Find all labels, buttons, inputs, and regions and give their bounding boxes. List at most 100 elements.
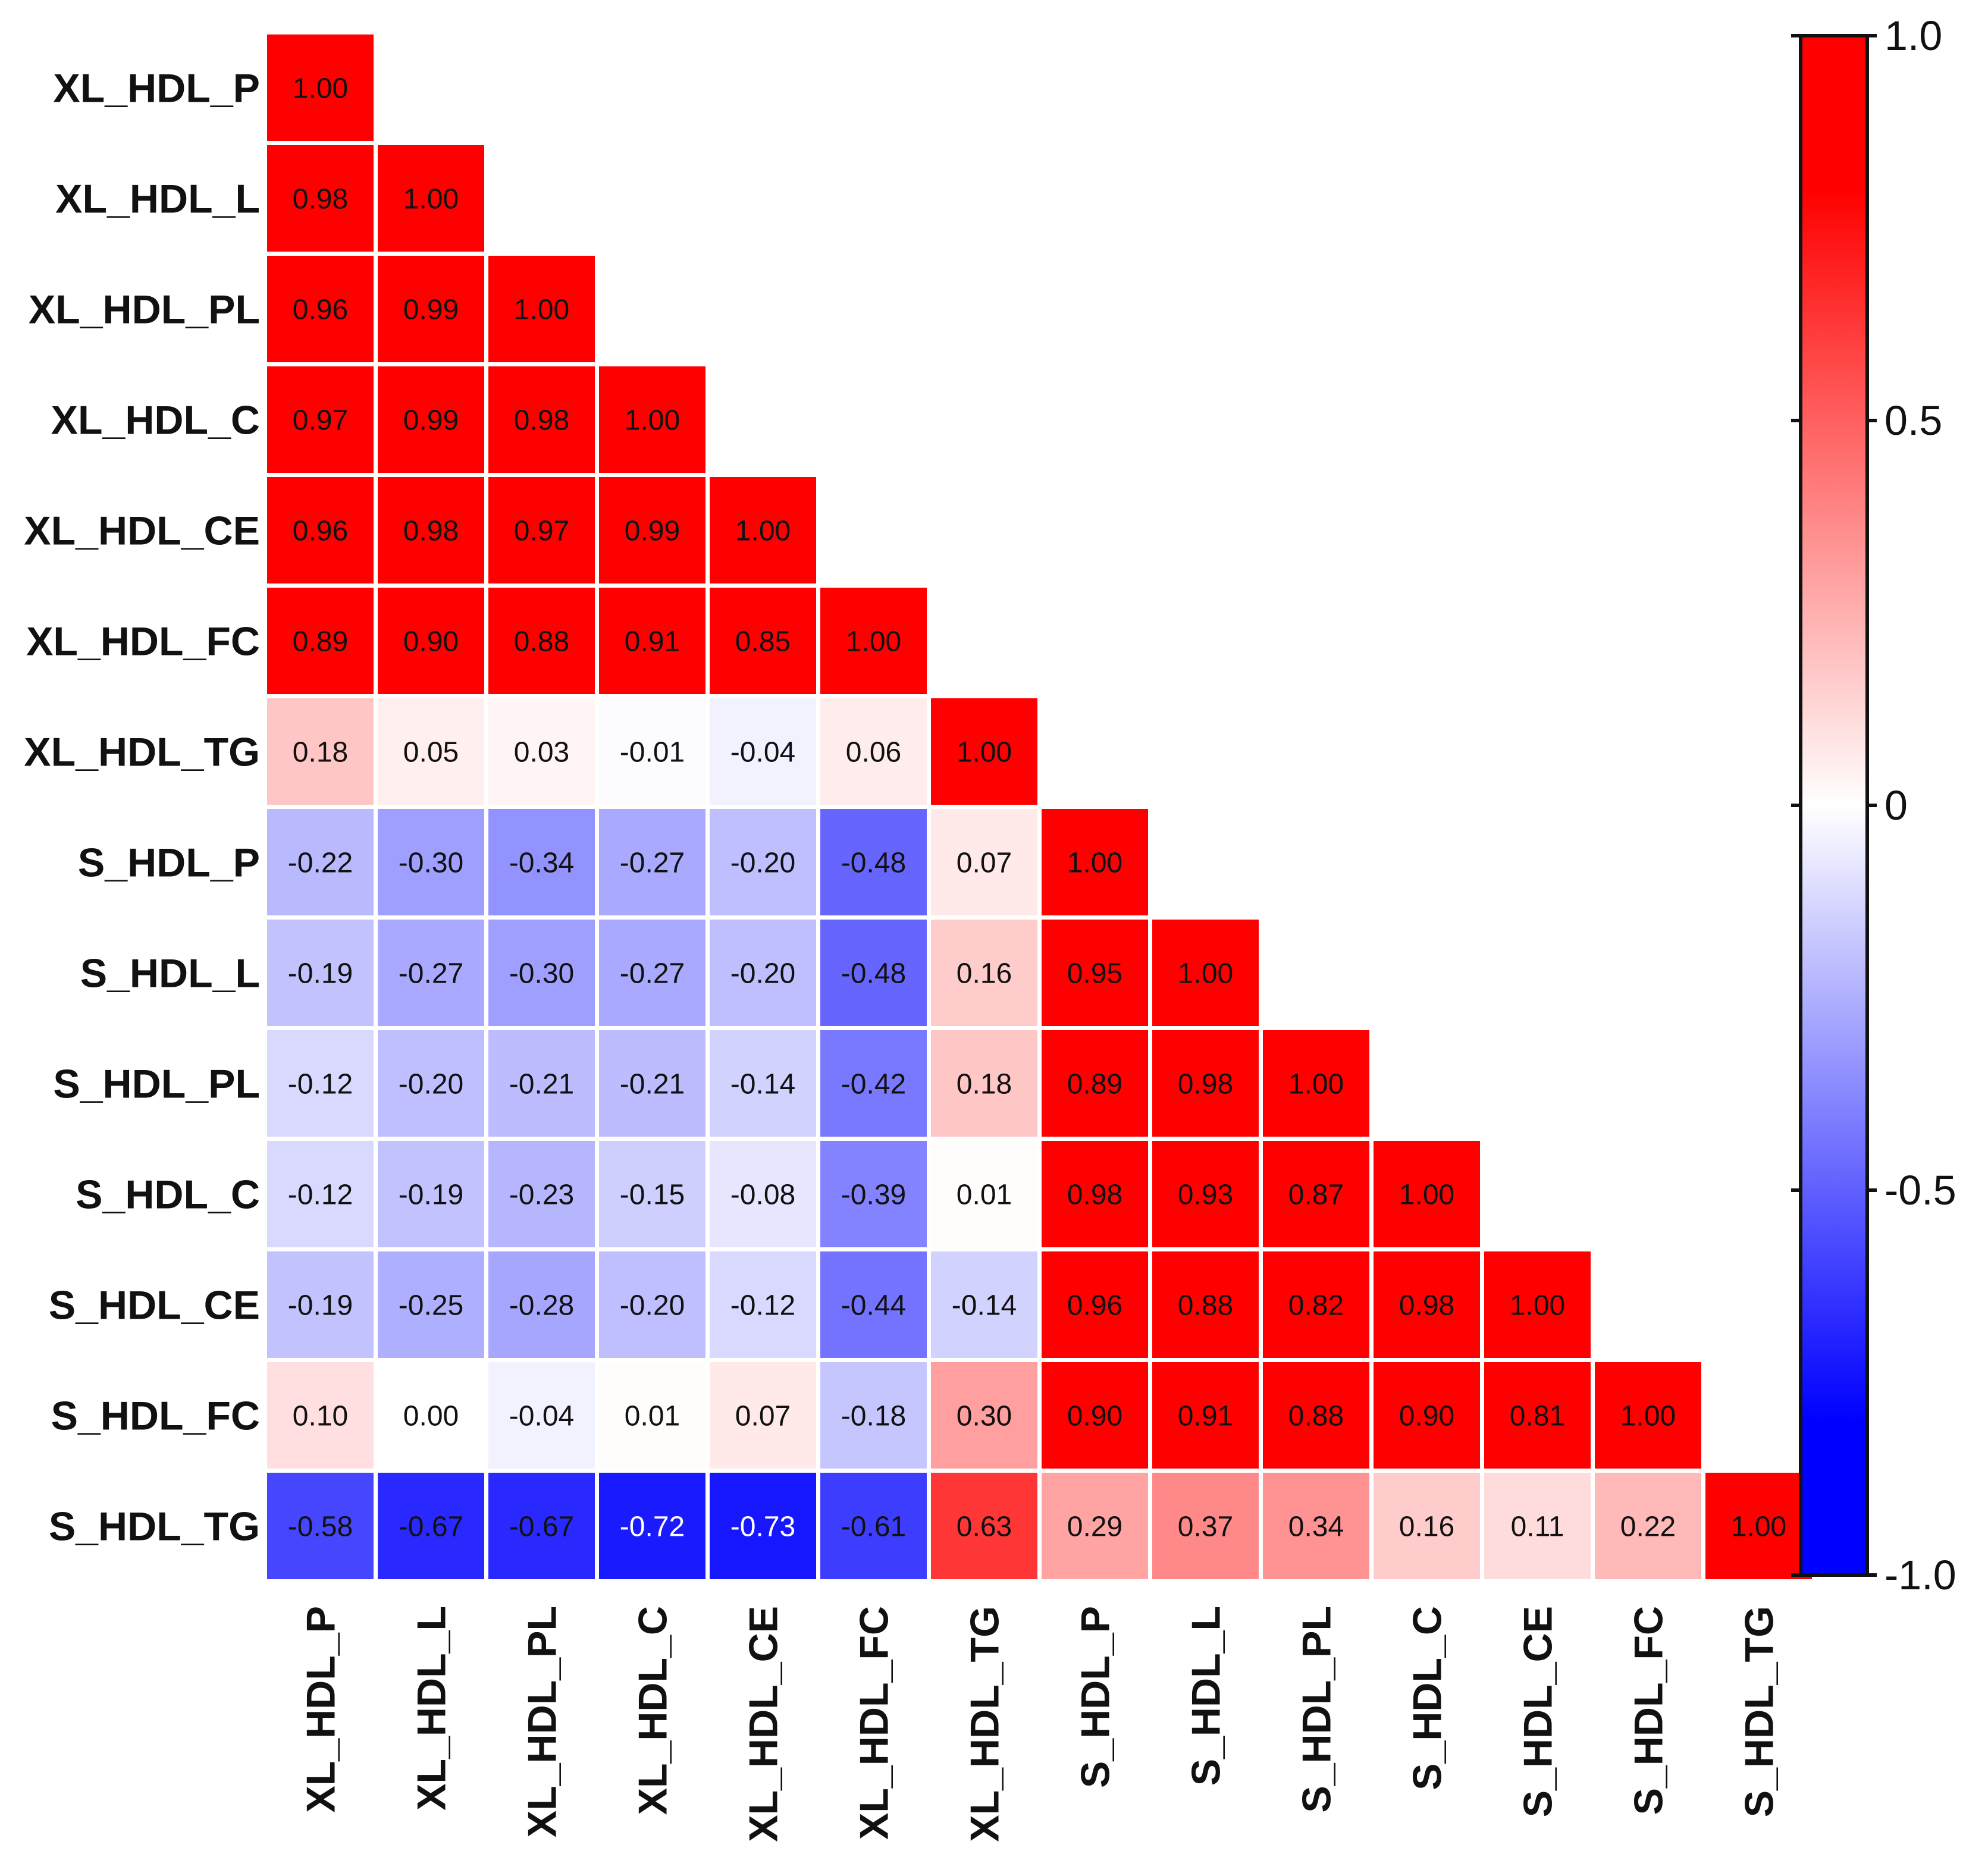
heatmap-cell <box>488 920 595 1026</box>
row-label: XL_HDL_C <box>51 398 260 443</box>
cell-value-label: 0.98 <box>1067 1179 1122 1211</box>
heatmap-cell <box>378 1473 484 1579</box>
heatmap-cell <box>599 920 705 1026</box>
cell-value-label: 0.98 <box>1399 1290 1454 1322</box>
heatmap-cell <box>1042 1473 1148 1579</box>
heatmap-cell <box>710 920 816 1026</box>
heatmap-cell <box>267 145 374 252</box>
cell-value-label: 0.88 <box>1178 1290 1233 1322</box>
cell-value-label: -0.08 <box>730 1179 795 1211</box>
cell-value-label: -0.04 <box>509 1401 574 1432</box>
cell-value-label: -0.12 <box>288 1069 353 1100</box>
cell-value-label: 1.00 <box>1620 1401 1676 1432</box>
cell-value-label: 0.29 <box>1067 1511 1122 1543</box>
cell-value-label: 1.00 <box>1731 1511 1786 1543</box>
cell-value-label: 0.90 <box>1067 1401 1122 1432</box>
cell-value-label: 0.97 <box>514 516 569 547</box>
column-label: XL_HDL_TG <box>962 1606 1008 1842</box>
cell-value-label: 0.96 <box>293 516 348 547</box>
cell-value-label: 0.10 <box>293 1401 348 1432</box>
cell-value-label: 1.00 <box>1067 848 1122 879</box>
heatmap-cell <box>267 34 374 141</box>
row-label: S_HDL_C <box>76 1172 260 1218</box>
heatmap-cell <box>599 477 705 583</box>
cell-value-label: -0.12 <box>288 1179 353 1211</box>
column-label: S_HDL_P <box>1073 1606 1118 1788</box>
heatmap-cell <box>931 920 1037 1026</box>
cell-value-label: 0.96 <box>1067 1290 1122 1322</box>
cell-value-label: 0.03 <box>514 737 569 768</box>
heatmap-cell <box>267 477 374 583</box>
heatmap-cell <box>820 920 927 1026</box>
heatmap-cell <box>1152 1473 1259 1579</box>
heatmap-cell <box>1152 1141 1259 1247</box>
cell-value-label: -0.72 <box>620 1511 685 1543</box>
cell-value-label: -0.19 <box>288 958 353 990</box>
cell-value-label: 0.07 <box>957 848 1012 879</box>
cell-value-label: -0.73 <box>730 1511 795 1543</box>
heatmap-cell <box>378 809 484 915</box>
heatmap-cell <box>267 809 374 915</box>
column-label: S_HDL_CE <box>1516 1606 1561 1817</box>
column-labels: XL_HDL_P XL_HDL_L XL_HDL_PL XL_HDL_C XL_HDL_… <box>299 1606 1782 1842</box>
cell-value-label: 0.91 <box>625 626 680 658</box>
heatmap-cell <box>599 366 705 473</box>
heatmap-cell <box>820 1251 927 1358</box>
colorbar-ticks: 1.0 0.5 0 -0.5 -1.0 <box>1791 12 1956 1598</box>
column-label: S_HDL_L <box>1184 1606 1229 1786</box>
cell-value-label: 1.00 <box>1178 958 1233 990</box>
heatmap-cell <box>931 698 1037 805</box>
heatmap-cell <box>488 477 595 583</box>
cell-value-label: -0.20 <box>620 1290 685 1322</box>
heatmap-cell <box>710 477 816 583</box>
cell-value-label: 0.06 <box>846 737 901 768</box>
cell-value-label: -0.21 <box>620 1069 685 1100</box>
cell-value-label: 0.98 <box>514 405 569 437</box>
cell-value-label: -0.67 <box>509 1511 574 1543</box>
cell-value-label: -0.19 <box>399 1179 463 1211</box>
heatmap-cell <box>267 1473 374 1579</box>
cell-value-label: -0.15 <box>620 1179 685 1211</box>
cell-value-label: 1.00 <box>1510 1290 1565 1322</box>
cell-value-label: -0.21 <box>509 1069 574 1100</box>
cell-value-label: 0.90 <box>1399 1401 1454 1432</box>
cell-value-label: 0.89 <box>293 626 348 658</box>
cell-value-label: 1.00 <box>1399 1179 1454 1211</box>
cell-value-label: -0.20 <box>730 848 795 879</box>
heatmap-cell <box>378 588 484 694</box>
cell-value-label: 0.18 <box>957 1069 1012 1100</box>
colorbar-tick-label: -0.5 <box>1884 1167 1956 1213</box>
row-label: S_HDL_FC <box>51 1394 260 1439</box>
cell-value-label: 0.99 <box>403 294 459 326</box>
heatmap-cell <box>710 809 816 915</box>
heatmap-cell <box>378 145 484 252</box>
heatmap-cell <box>599 1473 705 1579</box>
row-label: S_HDL_CE <box>49 1283 260 1328</box>
cell-value-label: -0.04 <box>730 737 795 768</box>
cell-value-label: 0.85 <box>735 626 791 658</box>
heatmap-cell <box>1705 1473 1812 1579</box>
column-label: S_HDL_C <box>1405 1606 1450 1790</box>
cell-value-label: 0.01 <box>957 1179 1012 1211</box>
heatmap-cell <box>488 1030 595 1137</box>
heatmap-cell <box>488 698 595 805</box>
cell-value-label: 1.00 <box>957 737 1012 768</box>
heatmap-cell <box>931 1030 1037 1137</box>
heatmap-cell <box>267 1141 374 1247</box>
row-label: S_HDL_TG <box>49 1504 260 1549</box>
heatmap-cell <box>267 588 374 694</box>
heatmap-cell <box>1152 920 1259 1026</box>
heatmap-cell <box>1042 1141 1148 1247</box>
cell-value-label: 0.63 <box>957 1511 1012 1543</box>
heatmap-cell <box>378 1251 484 1358</box>
colorbar-tick-label: 0.5 <box>1884 397 1942 444</box>
column-label: S_HDL_TG <box>1737 1606 1782 1817</box>
column-label: XL_HDL_CE <box>741 1606 786 1842</box>
cell-value-label: 1.00 <box>403 184 459 215</box>
heatmap-cell <box>931 1473 1037 1579</box>
heatmap-cell <box>820 1473 927 1579</box>
cell-value-label: -0.14 <box>730 1069 795 1100</box>
row-label: S_HDL_L <box>80 951 260 996</box>
heatmap-cell <box>1263 1251 1369 1358</box>
